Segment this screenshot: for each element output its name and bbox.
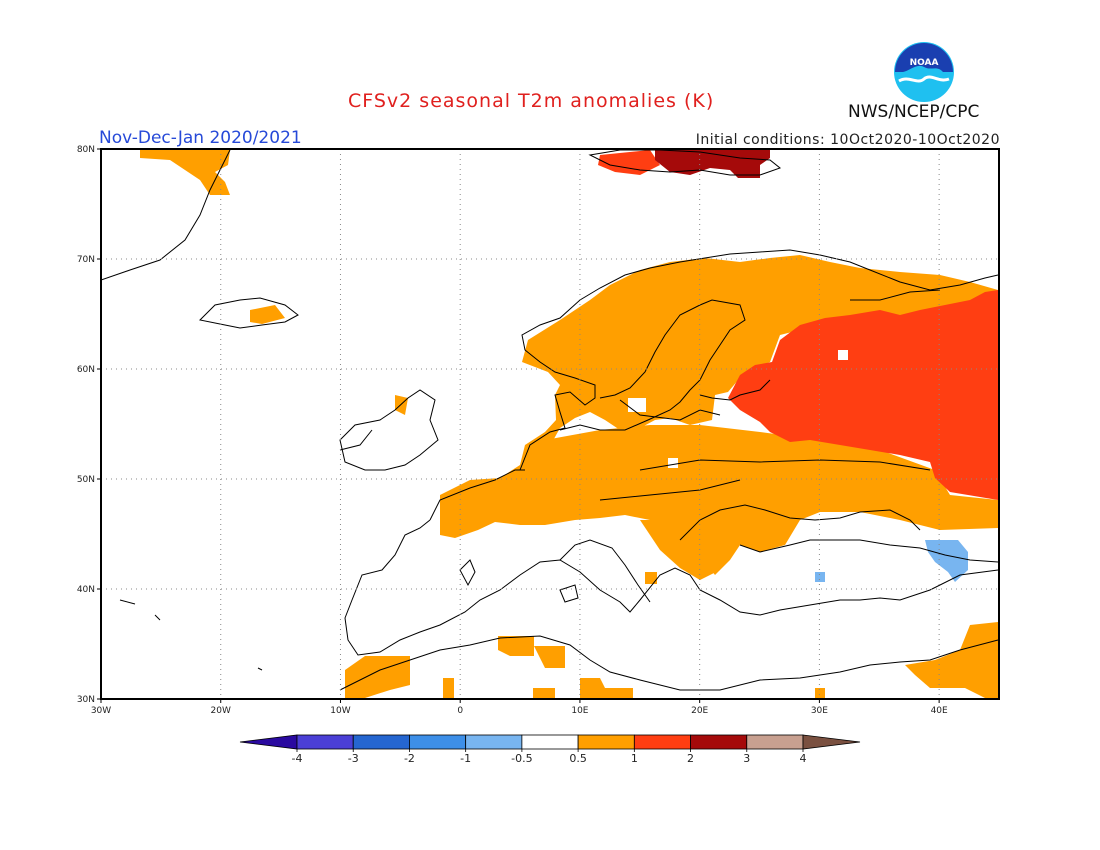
anomaly-region-strong-svalbard: [598, 150, 660, 175]
latitude-tick-labels: 30N 40N 50N 60N 70N 80N: [77, 145, 101, 705]
anomaly-cell: [443, 678, 454, 698]
anomaly-cell: [815, 688, 825, 698]
anomaly-region-warm-greenland: [140, 150, 230, 195]
colorbar-label: 2: [687, 752, 694, 765]
colorbar: -4 -3 -2 -1 -0.5 0.5 1 2 3 4: [239, 734, 861, 765]
lat-tick-label: 60N: [77, 365, 95, 375]
colorbar-segment: [296, 734, 354, 750]
colorbar-segment: [690, 734, 748, 750]
anomaly-cell: [838, 350, 848, 360]
colorbar-label: 0.5: [569, 752, 587, 765]
anomaly-region-warm-libya: [580, 678, 633, 698]
lat-tick-label: 80N: [77, 145, 95, 155]
anomaly-cell: [668, 458, 678, 468]
lon-tick-label: 10E: [571, 706, 588, 716]
colorbar-label: 4: [800, 752, 807, 765]
anomaly-region-cool-caucasus: [925, 540, 968, 582]
anomaly-region-warm-central: [440, 425, 998, 575]
lon-tick-label: 40E: [931, 706, 948, 716]
colorbar-segment: [746, 734, 804, 750]
season-label: Nov-Dec-Jan 2020/2021: [99, 128, 302, 148]
anomaly-region-warm-europe: [520, 255, 998, 470]
lon-tick-label: 10W: [330, 706, 350, 716]
anomaly-cell: [628, 398, 646, 412]
colorbar-label: -2: [404, 752, 415, 765]
colorbar-label: -0.5: [511, 752, 532, 765]
anomaly-cell: [645, 572, 657, 584]
colorbar-segment: [465, 734, 523, 750]
lon-tick-label: 20W: [211, 706, 231, 716]
colorbar-label: -3: [348, 752, 359, 765]
noaa-logo: NOAA: [894, 42, 954, 102]
colorbar-segment-max: [802, 734, 861, 750]
colorbar-label: -4: [292, 752, 303, 765]
coastlines: [101, 149, 999, 691]
map-frame: [100, 148, 1000, 700]
svg-text:NOAA: NOAA: [910, 58, 939, 68]
map-gridlines: [101, 149, 999, 699]
anomaly-cell: [533, 688, 555, 698]
anomaly-region-warm-iceland: [250, 305, 285, 324]
lat-tick-label: 50N: [77, 475, 95, 485]
colorbar-segment-min: [239, 734, 298, 750]
lat-tick-label: 70N: [77, 255, 95, 265]
anomaly-region-warm-africa-1: [498, 636, 534, 656]
lon-tick-label: 20E: [691, 706, 708, 716]
agency-label: NWS/NCEP/CPC: [848, 102, 980, 122]
anomaly-region-warm-africa-2: [534, 646, 565, 668]
lat-tick-label: 30N: [77, 695, 95, 705]
lon-tick-label: 30W: [91, 706, 111, 716]
anomaly-region-warm-scotland: [395, 395, 408, 415]
initial-conditions-label: Initial conditions: 10Oct2020-10Oct2020: [695, 132, 1000, 148]
anomaly-region-strong-russia: [728, 290, 998, 500]
colorbar-segment: [633, 734, 691, 750]
colorbar-segment: [577, 734, 635, 750]
colorbar-label: 3: [743, 752, 750, 765]
anomaly-region-warm-east-med: [905, 622, 998, 698]
longitude-tick-labels: 30W 20W 10W 0 10E 20E 30E 40E: [91, 699, 948, 716]
lon-tick-label: 30E: [811, 706, 828, 716]
colorbar-segment: [352, 734, 410, 750]
lat-tick-label: 40N: [77, 585, 95, 595]
anomaly-fields: [101, 149, 999, 698]
anomaly-region-warm-iberia-south: [345, 656, 410, 698]
colorbar-segment: [409, 734, 467, 750]
anomaly-cell: [815, 572, 825, 582]
colorbar-segment: [521, 734, 579, 750]
colorbar-label: 1: [631, 752, 638, 765]
lon-tick-label: 0: [457, 706, 463, 716]
colorbar-label: -1: [460, 752, 471, 765]
